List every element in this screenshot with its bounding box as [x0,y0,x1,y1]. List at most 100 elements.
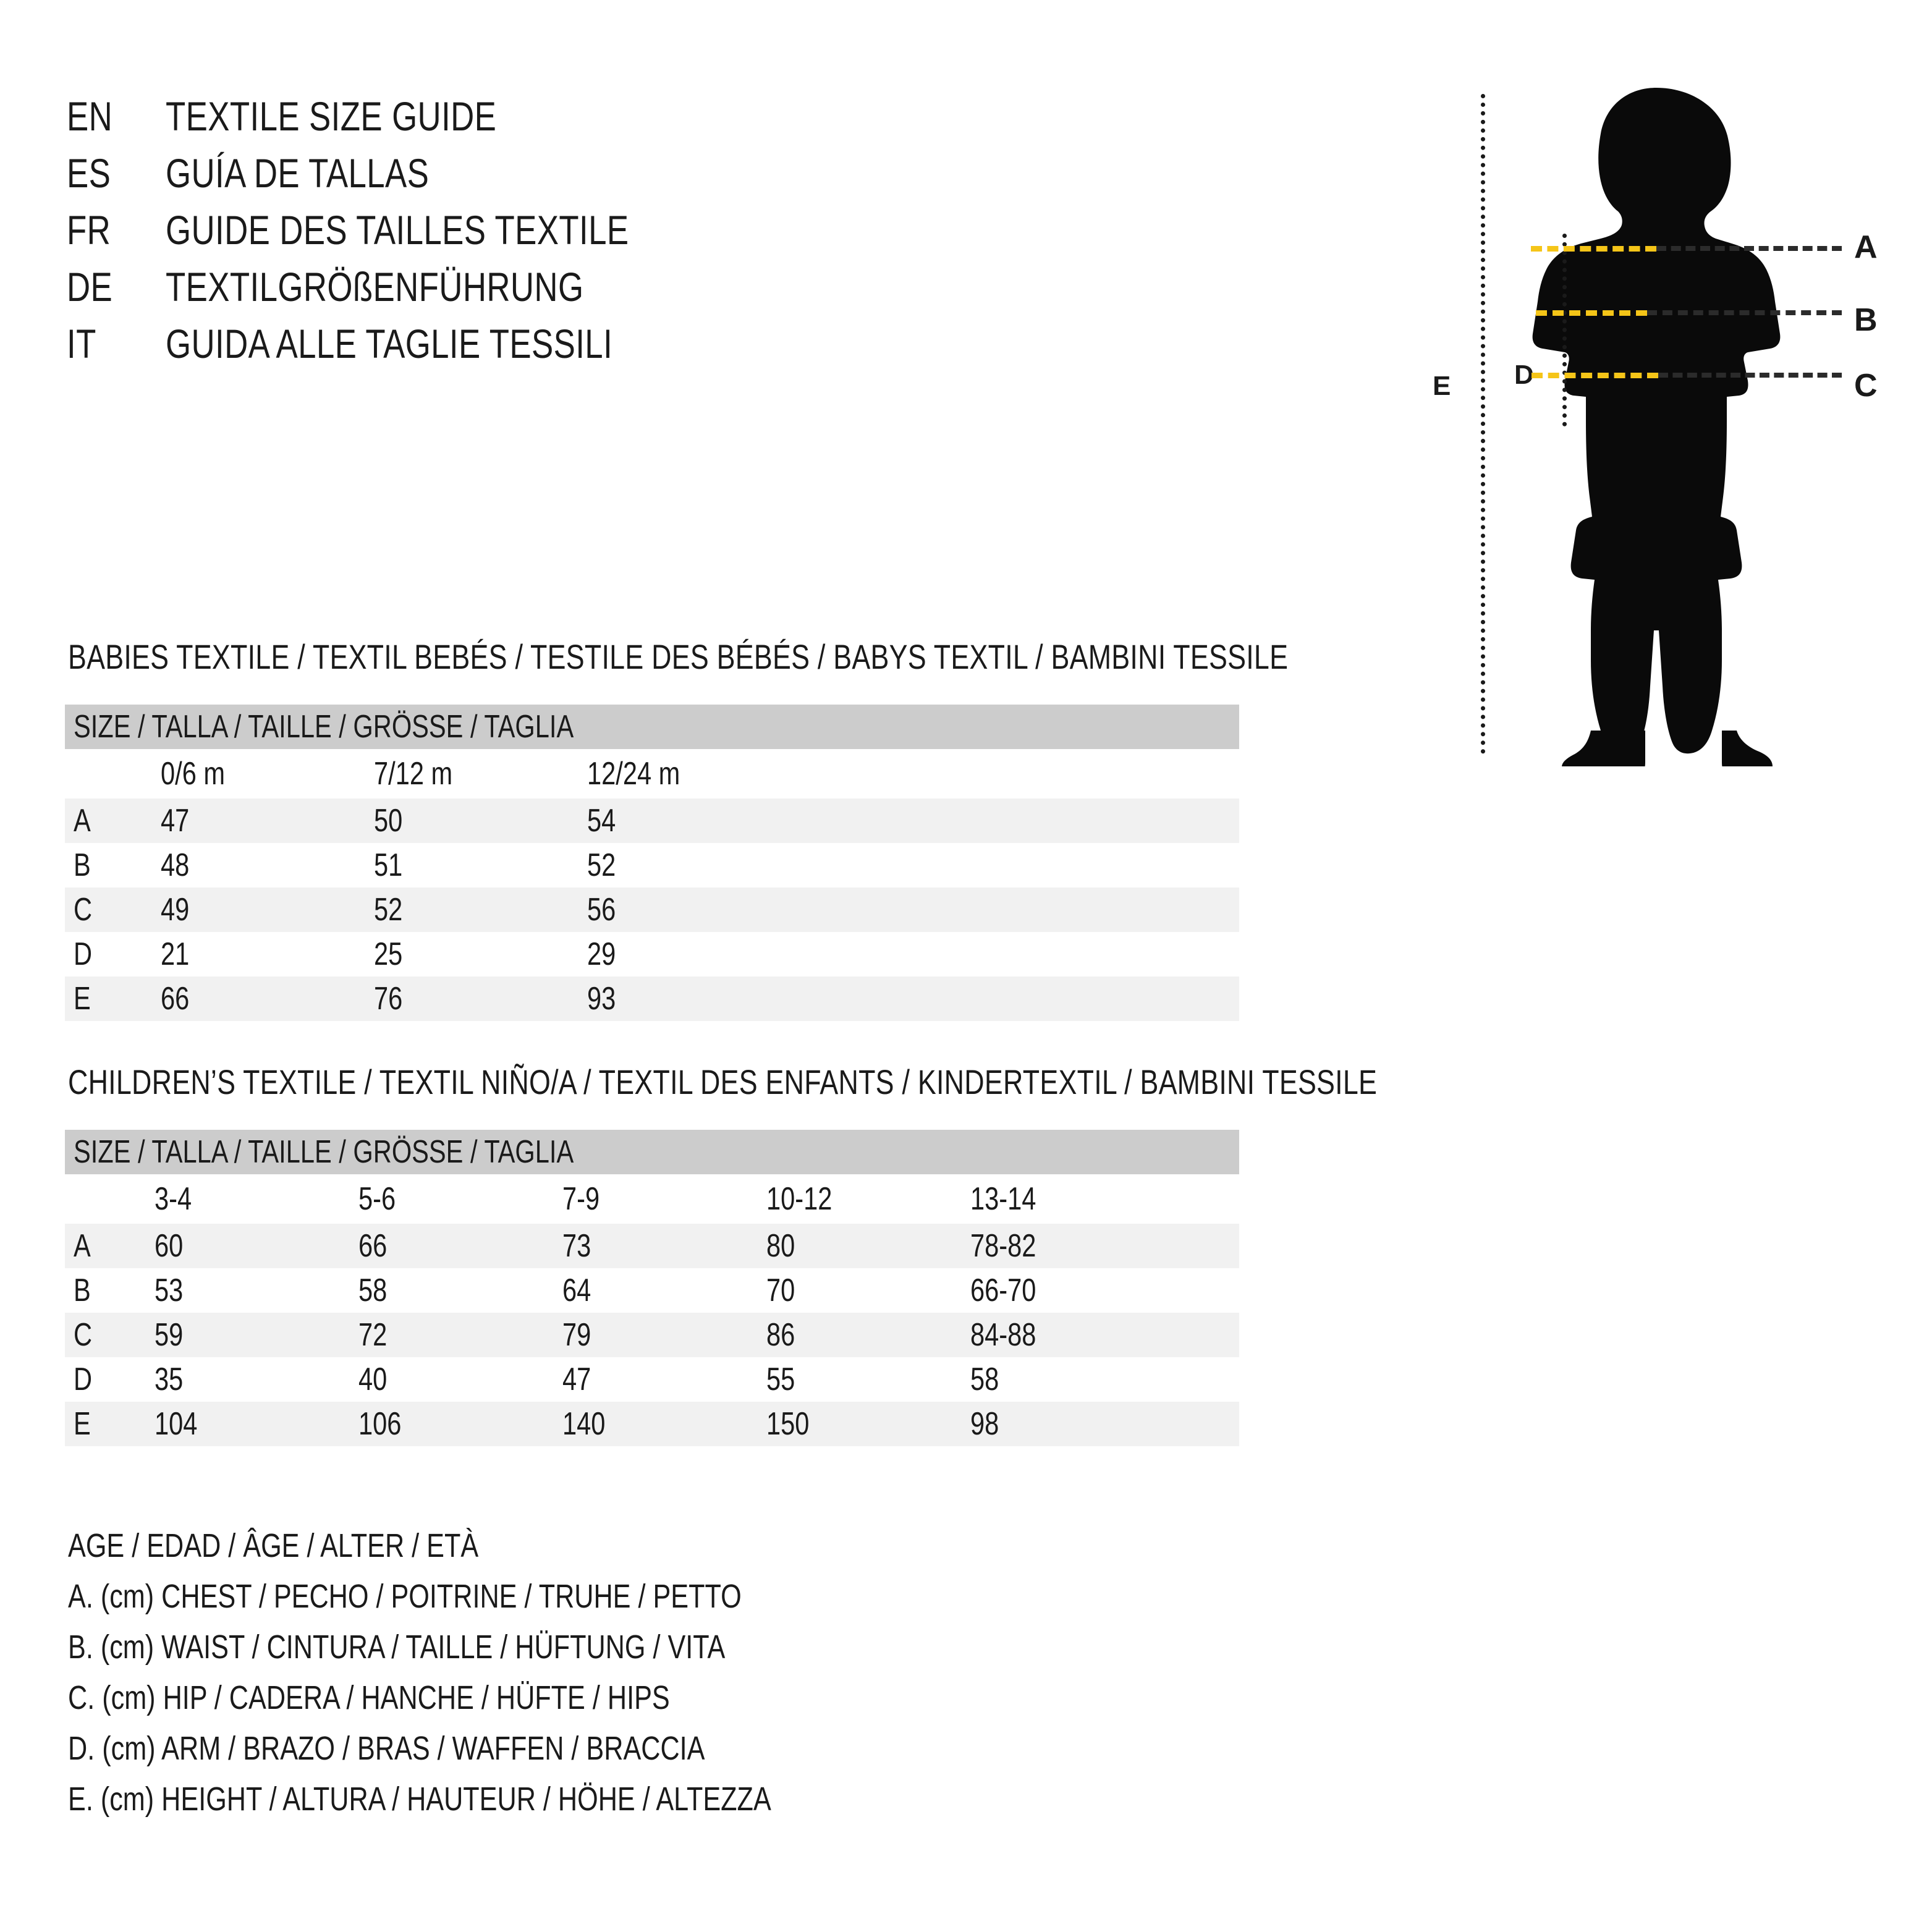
chest-leader-line [1656,246,1842,251]
language-title-de: TEXTILGRÖßENFÜHRUNG [166,264,584,310]
waist-measure-line [1536,310,1647,316]
table-row: C 59 72 79 86 84-88 [65,1313,1239,1357]
babies-cell-b-1: 51 [374,847,403,883]
children-cell-e-4: 98 [970,1406,999,1442]
table-row: D 21 25 29 [65,932,1239,977]
babies-cell-a-0: 47 [161,803,190,839]
children-cell-d-0: 35 [155,1362,184,1397]
children-cell-d-4: 58 [970,1362,999,1397]
figure-label-d: D [1514,360,1534,390]
children-cell-d-3: 55 [766,1362,795,1397]
babies-cell-d-1: 25 [374,936,403,972]
children-corner-cell [65,1180,117,1218]
children-row-label-a: A [74,1228,91,1264]
children-cell-e-2: 140 [562,1406,606,1442]
children-cell-d-1: 40 [358,1362,388,1397]
table-row: E 66 76 93 [65,977,1239,1021]
table-row: E 104 106 140 150 98 [65,1402,1239,1446]
babies-row-label-d: D [74,936,93,972]
babies-section-title: BABIES TEXTILE / TEXTIL BEBÉS / TESTILE … [68,637,1289,676]
language-row-fr: FR GUIDE DES TAILLES TEXTILE [67,206,870,263]
children-cell-b-0: 53 [155,1273,184,1308]
children-cell-c-2: 79 [562,1317,591,1353]
language-title-fr: GUIDE DES TAILLES TEXTILE [166,207,629,253]
children-column-header-1: 5-6 [358,1181,396,1217]
babies-column-header-1: 7/12 m [374,756,453,792]
babies-cell-e-0: 66 [161,981,190,1017]
language-code-de: DE [67,264,113,310]
language-row-en: EN TEXTILE SIZE GUIDE [67,93,870,150]
babies-corner-cell [65,755,117,792]
legend-item-e: E. (cm) HEIGHT / ALTURA / HAUTEUR / HÖHE… [68,1781,771,1818]
table-row: A 60 66 73 80 78-82 [65,1224,1239,1268]
children-cell-c-4: 84-88 [970,1317,1036,1353]
babies-row-label-b: B [74,847,91,883]
children-table-header-band: SIZE / TALLA / TAILLE / GRÖSSE / TAGLIA [65,1130,1239,1174]
babies-row-label-a: A [74,803,91,839]
children-column-header-4: 13-14 [970,1181,1036,1217]
child-silhouette-icon [1532,88,1781,766]
waist-leader-line [1647,310,1842,315]
babies-table-header-text: SIZE / TALLA / TAILLE / GRÖSSE / TAGLIA [74,709,574,745]
table-row: B 48 51 52 [65,843,1239,888]
figure-label-a: A [1854,229,1878,265]
babies-cell-a-2: 54 [587,803,616,839]
babies-size-table: SIZE / TALLA / TAILLE / GRÖSSE / TAGLIA … [65,705,1239,1021]
babies-table-header-band: SIZE / TALLA / TAILLE / GRÖSSE / TAGLIA [65,705,1239,749]
children-cell-c-1: 72 [358,1317,388,1353]
children-cell-b-2: 64 [562,1273,591,1308]
babies-cell-c-1: 52 [374,892,403,928]
language-header-block: EN TEXTILE SIZE GUIDE ES GUÍA DE TALLAS … [67,93,870,377]
children-row-label-b: B [74,1273,91,1308]
language-title-en: TEXTILE SIZE GUIDE [166,93,497,139]
children-cell-c-0: 59 [155,1317,184,1353]
legend-item-d: D. (cm) ARM / BRAZO / BRAS / WAFFEN / BR… [68,1730,705,1767]
children-table-header-text: SIZE / TALLA / TAILLE / GRÖSSE / TAGLIA [74,1134,574,1170]
children-section-title: CHILDREN’S TEXTILE / TEXTIL NIÑO/A / TEX… [68,1062,1378,1101]
language-code-fr: FR [67,207,111,253]
babies-cell-c-0: 49 [161,892,190,928]
babies-cell-b-2: 52 [587,847,616,883]
children-size-table: SIZE / TALLA / TAILLE / GRÖSSE / TAGLIA … [65,1130,1239,1446]
language-title-it: GUIDA ALLE TAGLIE TESSILI [166,321,613,366]
babies-cell-e-1: 76 [374,981,403,1017]
figure-label-c: C [1854,368,1878,404]
language-code-en: EN [67,93,113,139]
table-row: C 49 52 56 [65,888,1239,932]
children-row-label-c: C [74,1317,93,1353]
children-cell-b-3: 70 [766,1273,795,1308]
language-code-it: IT [67,321,96,366]
children-cell-d-2: 47 [562,1362,591,1397]
babies-column-header-2: 12/24 m [587,756,680,792]
arm-measure-dotted-line [1562,234,1567,426]
children-cell-e-1: 106 [358,1406,402,1442]
babies-cell-b-0: 48 [161,847,190,883]
babies-column-header-row: 0/6 m 7/12 m 12/24 m [65,749,1239,799]
children-cell-a-3: 80 [766,1228,795,1264]
children-row-label-e: E [74,1406,91,1442]
language-code-es: ES [67,150,111,196]
children-cell-a-4: 78-82 [970,1228,1036,1264]
babies-cell-a-1: 50 [374,803,403,839]
legend-title: AGE / EDAD / ÂGE / ALTER / ETÀ [68,1527,479,1564]
children-row-label-d: D [74,1362,93,1397]
measurement-legend: AGE / EDAD / ÂGE / ALTER / ETÀ A. (cm) C… [68,1527,1119,1831]
children-cell-a-0: 60 [155,1228,184,1264]
babies-column-header-0: 0/6 m [161,756,226,792]
children-cell-a-2: 73 [562,1228,591,1264]
babies-cell-c-2: 56 [587,892,616,928]
hip-leader-line [1658,373,1842,378]
legend-item-a: A. (cm) CHEST / PECHO / POITRINE / TRUHE… [68,1578,742,1615]
figure-label-e: E [1433,371,1451,401]
babies-row-label-c: C [74,892,93,928]
table-row: B 53 58 64 70 66-70 [65,1268,1239,1313]
babies-row-label-e: E [74,981,91,1017]
language-row-de: DE TEXTILGRÖßENFÜHRUNG [67,263,870,320]
children-column-header-2: 7-9 [562,1181,600,1217]
babies-cell-e-2: 93 [587,981,616,1017]
children-column-header-3: 10-12 [766,1181,833,1217]
language-row-it: IT GUIDA ALLE TAGLIE TESSILI [67,320,870,377]
children-cell-a-1: 66 [358,1228,388,1264]
table-row: A 47 50 54 [65,799,1239,843]
figure-label-b: B [1854,302,1878,338]
